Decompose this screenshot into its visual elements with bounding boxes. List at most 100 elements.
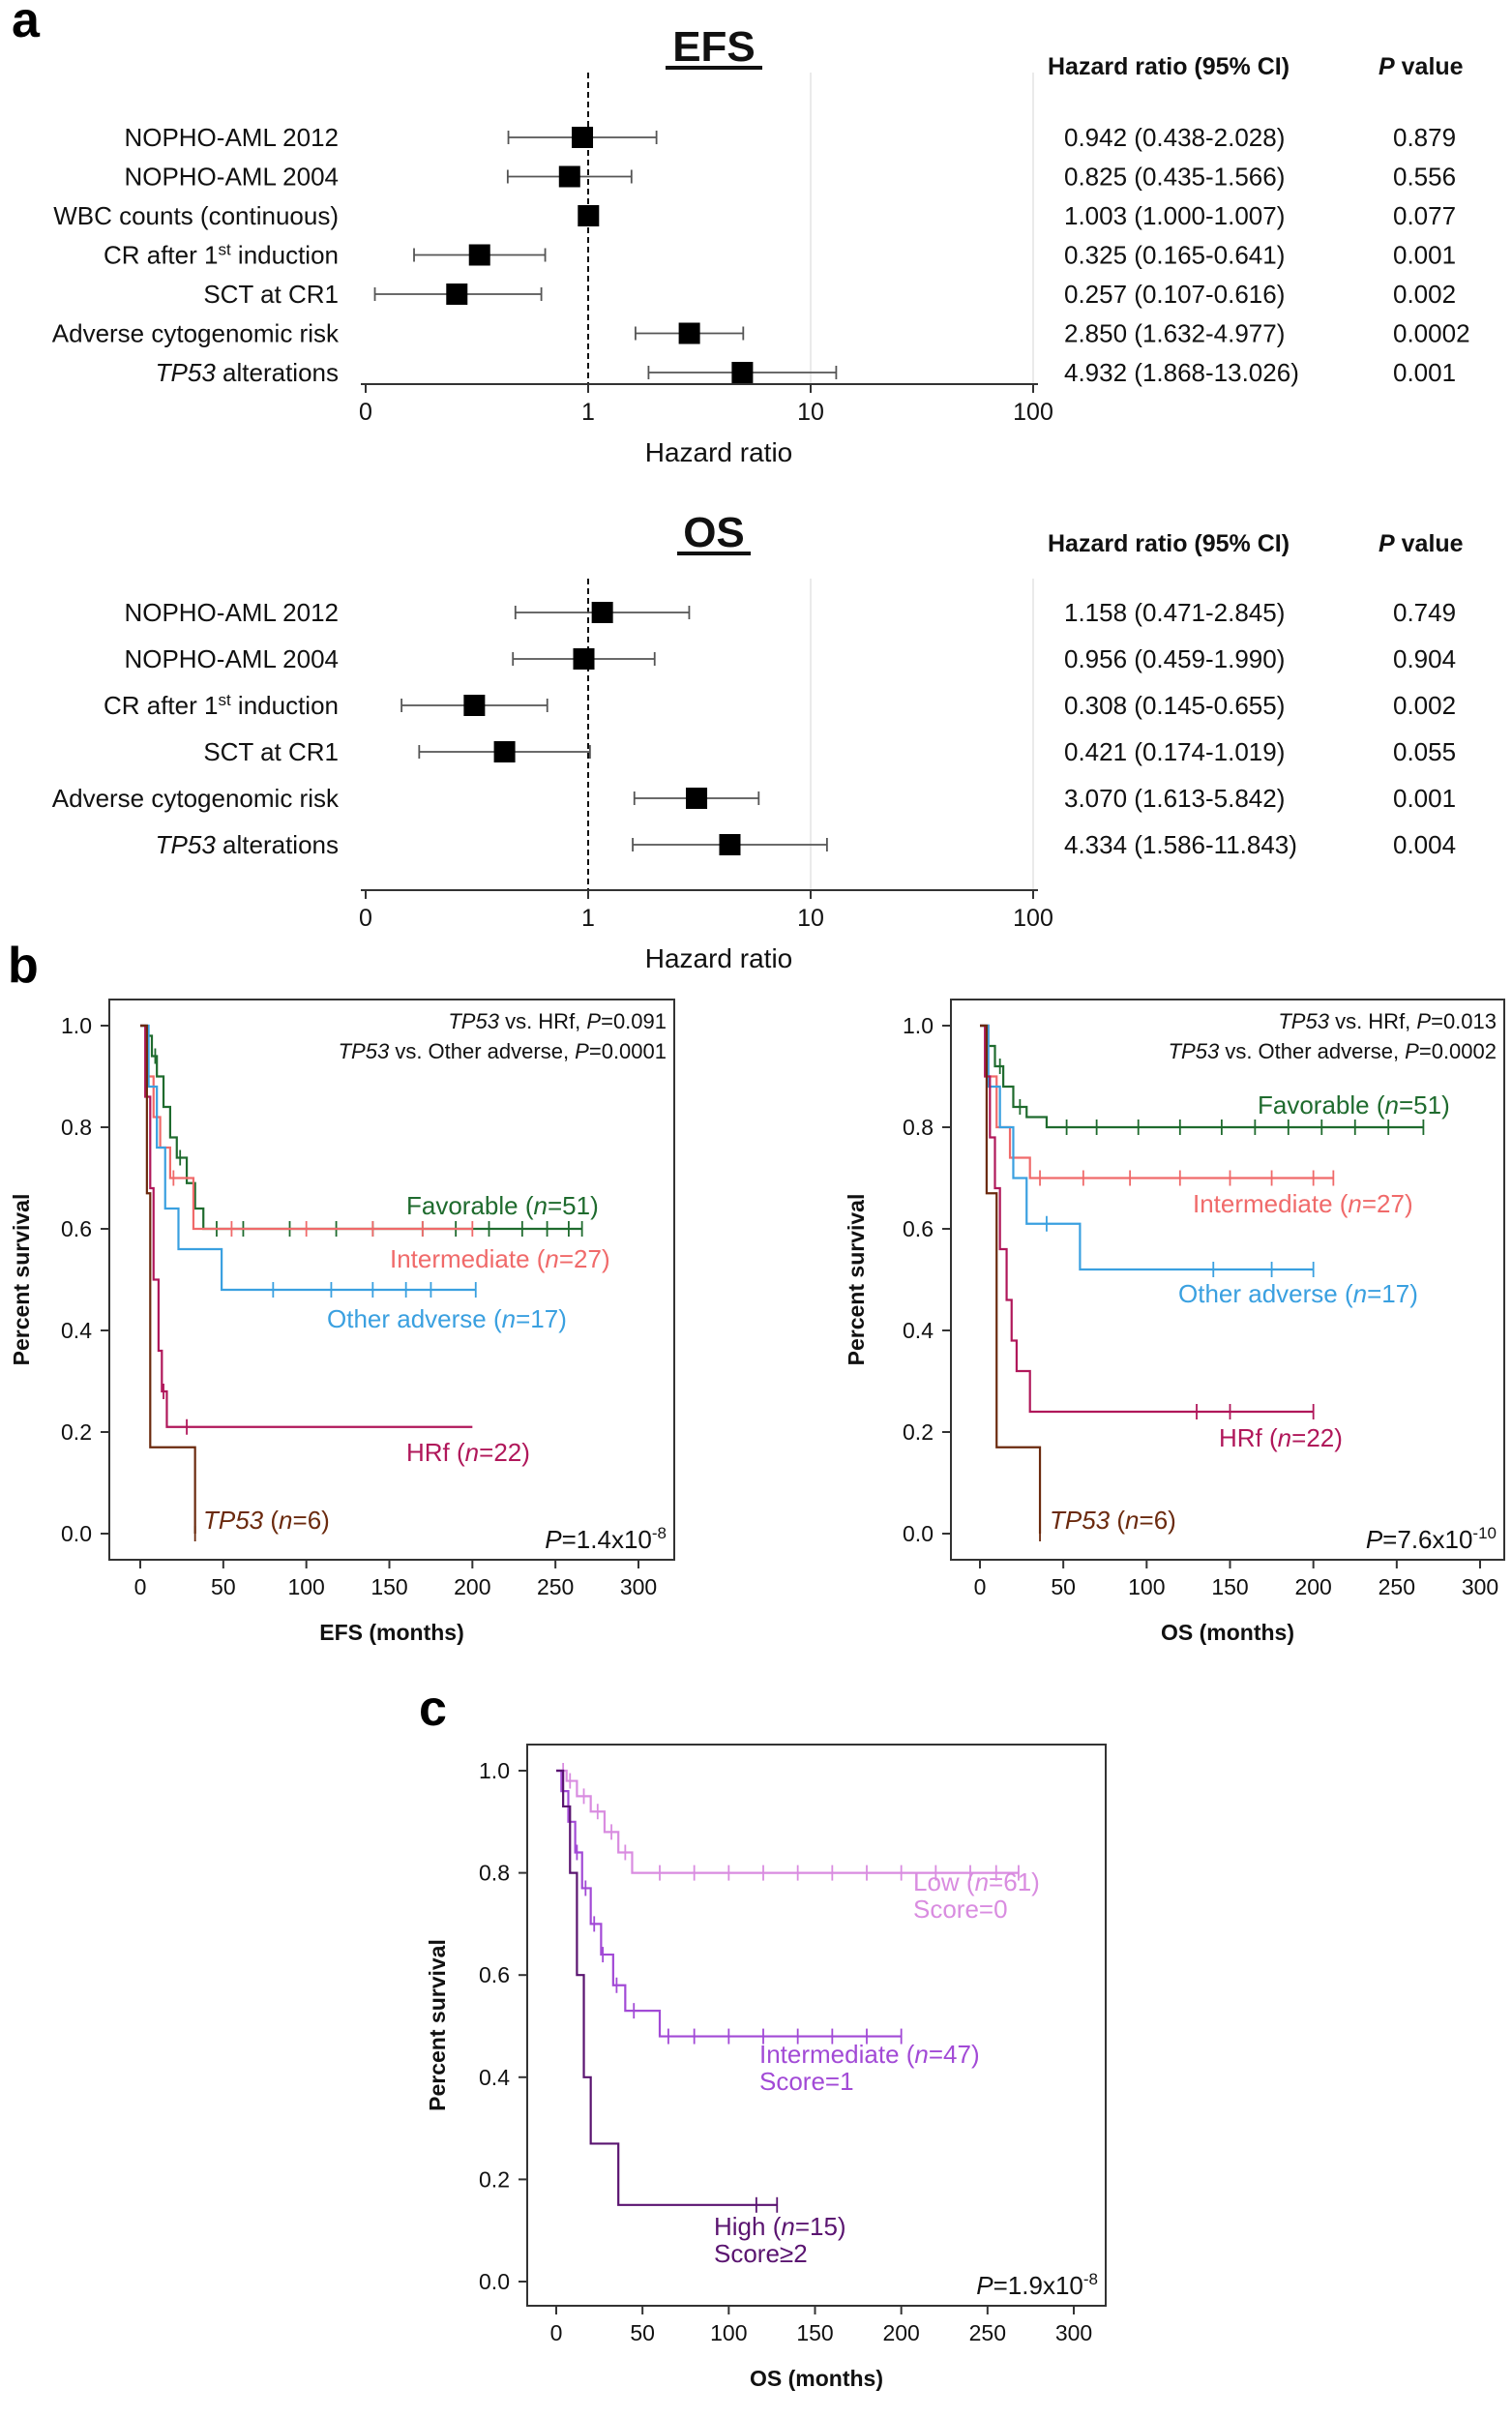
hr-value: 0.257 (0.107-0.616) [1064, 280, 1285, 309]
comparison-annotation: TP53 vs. HRf, P=0.013 [1278, 1009, 1497, 1033]
series-label-other_adverse: Other adverse (n=17) [1178, 1279, 1418, 1308]
panel-letter-c: c [419, 1681, 447, 1737]
forest-title: EFS [672, 23, 756, 71]
header-p-value: P value [1379, 53, 1464, 80]
hr-point [719, 834, 741, 855]
overall-p-value: P=7.6x10-10 [1366, 1524, 1497, 1554]
row-label: TP53 alterations [156, 830, 339, 859]
y-tick-label: 0.4 [479, 2065, 510, 2090]
row-label: NOPHO-AML 2004 [124, 644, 339, 673]
p-value: 0.001 [1393, 241, 1456, 270]
x-tick-label: 100 [1128, 1574, 1165, 1599]
p-value: 0.749 [1393, 598, 1456, 627]
x-tick-label: 0 [359, 399, 372, 426]
hr-point [686, 788, 708, 809]
plot-frame [108, 999, 675, 1561]
hr-value: 0.825 (0.435-1.566) [1064, 163, 1285, 192]
series-score-intermediate_c: Score=1 [759, 2067, 854, 2096]
series-label-low: Low (n=61) [913, 1867, 1040, 1896]
x-tick-label: 200 [882, 2320, 919, 2345]
x-axis-label: OS (months) [1161, 1620, 1294, 1645]
x-tick-label: 1 [581, 399, 595, 426]
hr-point [591, 602, 613, 623]
km-curve-tp53 [140, 1024, 196, 1534]
y-axis-label: Percent survival [425, 1939, 450, 2111]
km-curve-favorable [140, 1024, 582, 1231]
y-tick-label: 0.4 [61, 1318, 92, 1343]
series-label-intermediate_c: Intermediate (n=47) [759, 2040, 980, 2069]
hr-value: 0.942 (0.438-2.028) [1064, 123, 1285, 152]
p-value: 0.001 [1393, 784, 1456, 813]
x-tick-label: 150 [371, 1574, 407, 1599]
y-tick-label: 0.4 [903, 1318, 934, 1343]
comparison-annotation: TP53 vs. HRf, P=0.091 [448, 1009, 667, 1033]
y-tick-label: 0.2 [903, 1419, 934, 1445]
x-tick-label: 10 [797, 399, 824, 426]
overall-p-value: P=1.4x10-8 [545, 1524, 667, 1554]
forest-title: OS [683, 509, 745, 556]
x-axis-label: OS (months) [750, 2366, 883, 2391]
x-tick-label: 200 [454, 1574, 490, 1599]
x-axis-label: Hazard ratio [645, 943, 793, 973]
series-label-intermediate: Intermediate (n=27) [390, 1244, 610, 1273]
y-tick-label: 0.8 [61, 1115, 92, 1140]
hr-point [572, 127, 594, 148]
row-label: Adverse cytogenomic risk [52, 784, 340, 813]
y-tick-label: 0.2 [479, 2166, 510, 2192]
hr-value: 3.070 (1.613-5.842) [1064, 784, 1285, 813]
x-tick-label: 50 [211, 1574, 236, 1599]
y-axis-label: Percent survival [844, 1194, 869, 1366]
p-value: 0.077 [1393, 201, 1456, 230]
series-label-favorable: Favorable (n=51) [406, 1191, 599, 1220]
km-curve-other_adverse [140, 1024, 476, 1292]
x-tick-label: 10 [797, 905, 824, 932]
row-label: NOPHO-AML 2012 [124, 123, 339, 152]
p-value: 0.001 [1393, 358, 1456, 387]
hr-point [678, 322, 700, 344]
x-tick-label: 150 [1211, 1574, 1248, 1599]
header-p-value: P value [1379, 530, 1464, 557]
comparison-annotation: TP53 vs. Other adverse, P=0.0002 [1169, 1039, 1497, 1063]
series-label-tp53: TP53 (n=6) [203, 1506, 330, 1535]
hr-value: 2.850 (1.632-4.977) [1064, 319, 1285, 348]
hr-value: 1.003 (1.000-1.007) [1064, 201, 1285, 230]
series-label-favorable: Favorable (n=51) [1258, 1090, 1450, 1119]
row-label: CR after 1st induction [104, 241, 339, 270]
hr-point [558, 165, 580, 188]
p-value: 0.055 [1393, 737, 1456, 766]
p-value: 0.904 [1393, 644, 1456, 673]
plot-frame [950, 999, 1505, 1561]
hr-point [578, 205, 600, 226]
row-label: CR after 1st induction [104, 691, 339, 720]
hr-point [446, 284, 468, 305]
y-tick-label: 0.6 [61, 1216, 92, 1241]
hr-point [731, 362, 754, 383]
y-tick-label: 0.8 [479, 1861, 510, 1886]
y-tick-label: 0.6 [903, 1216, 934, 1241]
comparison-annotation: TP53 vs. Other adverse, P=0.0001 [339, 1039, 667, 1063]
km-plot-score: 0.0 0.2 0.4 0.6 0.8 1.0 0 50 100 150 200 250 300 OS (… [425, 1744, 1107, 2391]
x-tick-label: 250 [1379, 1574, 1415, 1599]
row-label: SCT at CR1 [203, 280, 339, 309]
panel-letter-b: b [8, 938, 39, 994]
km-curve-high [556, 1769, 778, 2206]
km-plot-os: 0.0 0.2 0.4 0.6 0.8 1.0 0 50 100 150 200 250 300 OS (… [844, 999, 1505, 1645]
km-curve-favorable [980, 1024, 1424, 1129]
forest-plot-efs: EFS Hazard ratio (95% CI) P value 0 1 10 100 Ha… [52, 23, 1470, 467]
y-tick-label: 0.0 [479, 2269, 510, 2294]
plot-frame [526, 1744, 1107, 2307]
row-label: NOPHO-AML 2004 [124, 163, 339, 192]
x-tick-label: 0 [134, 1574, 147, 1599]
row-label: SCT at CR1 [203, 737, 339, 766]
hr-value: 0.956 (0.459-1.990) [1064, 644, 1285, 673]
x-tick-label: 1 [581, 905, 595, 932]
y-tick-label: 1.0 [903, 1013, 934, 1038]
x-tick-label: 100 [1013, 399, 1053, 426]
hr-value: 1.158 (0.471-2.845) [1064, 598, 1285, 627]
y-tick-label: 0.6 [479, 1962, 510, 1987]
x-tick-label: 0 [974, 1574, 987, 1599]
x-tick-label: 50 [630, 2320, 655, 2345]
km-curve-hrf [980, 1024, 1314, 1414]
p-value: 0.002 [1393, 280, 1456, 309]
